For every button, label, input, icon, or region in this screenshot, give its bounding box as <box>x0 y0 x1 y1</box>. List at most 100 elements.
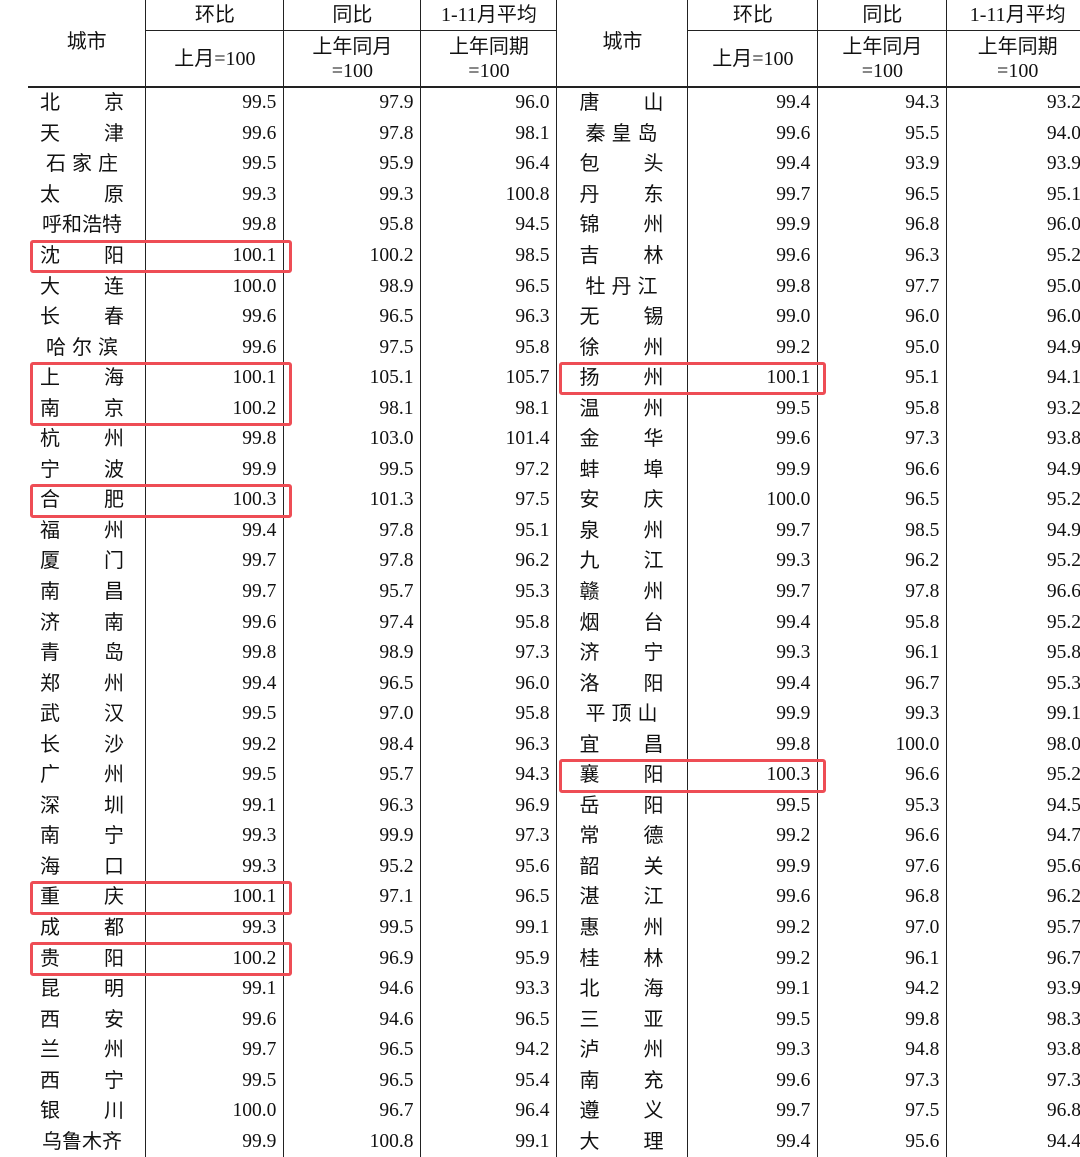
mom-value: 100.1 <box>145 240 284 272</box>
avg-value: 96.0 <box>946 301 1080 333</box>
avg-value: 96.5 <box>420 1004 557 1035</box>
avg-value: 95.6 <box>946 851 1080 883</box>
table-row: 武汉 99.5 97.0 95.8 平顶山 99.9 99.3 99.1 <box>28 698 1080 730</box>
yoy-value: 97.8 <box>283 515 421 547</box>
city-cell: 西安 <box>28 1004 146 1035</box>
mom-value: 99.3 <box>145 912 284 944</box>
mom-value: 99.5 <box>145 760 284 791</box>
city-name: 吉林 <box>579 245 664 267</box>
table-row: 海口 99.3 95.2 95.6 韶关 99.9 97.6 95.6 <box>28 851 1080 883</box>
yoy-value: 100.0 <box>817 729 947 761</box>
mom-value: 99.6 <box>687 882 818 913</box>
city-cell: 济宁 <box>556 637 688 669</box>
mom-value: 99.6 <box>687 240 818 272</box>
mom-value: 99.5 <box>145 698 284 730</box>
mom-value: 100.1 <box>145 882 284 913</box>
table-row: 呼和浩特 99.8 95.8 94.5 锦州 99.9 96.8 96.0 <box>28 210 1080 241</box>
mom-value: 100.0 <box>687 485 818 516</box>
avg-value: 93.3 <box>420 973 557 1005</box>
avg-value: 93.8 <box>946 424 1080 455</box>
city-cell: 丹东 <box>556 179 688 211</box>
yoy-value: 97.5 <box>283 332 421 363</box>
avg-value: 98.1 <box>420 118 557 150</box>
table-row: 大连 100.0 98.9 96.5 牡丹江 99.8 97.7 95.0 <box>28 271 1080 302</box>
city-name: 温州 <box>579 397 664 420</box>
yoy-value: 97.0 <box>817 912 947 944</box>
avg-value: 95.8 <box>420 698 557 730</box>
city-name: 济宁 <box>579 642 664 665</box>
avg-value: 96.3 <box>420 729 557 761</box>
city-cell: 安庆 <box>556 485 688 516</box>
table-row: 南昌 99.7 95.7 95.3 赣州 99.7 97.8 96.6 <box>28 576 1080 608</box>
avg-value: 95.3 <box>420 576 557 608</box>
avg-value: 98.5 <box>420 240 557 272</box>
city-cell: 宜昌 <box>556 729 688 761</box>
city-name: 惠州 <box>579 917 664 940</box>
table-row: 杭州 99.8 103.0 101.4 金华 99.6 97.3 93.8 <box>28 424 1080 455</box>
table-row: 西宁 99.5 96.5 95.4 南充 99.6 97.3 97.3 <box>28 1065 1080 1097</box>
yoy-value: 95.5 <box>817 118 947 150</box>
city-cell: 徐州 <box>556 332 688 363</box>
table-row: 哈尔滨 99.6 97.5 95.8 徐州 99.2 95.0 94.9 <box>28 332 1080 363</box>
city-cell: 扬州 <box>556 362 688 394</box>
yoy-value: 94.8 <box>817 1034 947 1066</box>
table-row: 重庆 100.1 97.1 96.5 湛江 99.6 96.8 96.2 <box>28 882 1080 913</box>
mom-value: 99.4 <box>687 87 818 119</box>
yoy-value: 95.7 <box>283 576 421 608</box>
avg-value: 96.2 <box>420 546 557 577</box>
yoy-value: 98.5 <box>817 515 947 547</box>
yoy-value: 97.0 <box>283 698 421 730</box>
yoy-value: 96.6 <box>817 821 947 852</box>
avg-value: 93.8 <box>946 1034 1080 1066</box>
yoy-value: 97.3 <box>817 1065 947 1097</box>
table-row: 银川 100.0 96.7 96.4 遵义 99.7 97.5 96.8 <box>28 1096 1080 1127</box>
yoy-value: 94.6 <box>283 1004 421 1035</box>
avg-value: 95.2 <box>946 546 1080 577</box>
city-cell: 洛阳 <box>556 668 688 699</box>
city-cell: 吉林 <box>556 240 688 272</box>
avg-value: 95.7 <box>946 912 1080 944</box>
mom-value: 99.3 <box>687 546 818 577</box>
city-name: 太原 <box>40 183 124 206</box>
header-mom-sub: 上月=100 <box>145 30 284 88</box>
header-yoy-sub2: =100 <box>331 59 374 82</box>
city-name: 宁波 <box>40 458 124 481</box>
avg-value: 101.4 <box>420 424 557 455</box>
header-yoy-sub-2: 上年同月 =100 <box>817 30 947 88</box>
city-cell: 平顶山 <box>556 698 688 730</box>
mom-value: 99.9 <box>687 454 818 486</box>
table-row: 兰州 99.7 96.5 94.2 泸州 99.3 94.8 93.8 <box>28 1034 1080 1066</box>
avg-value: 96.0 <box>420 668 557 699</box>
yoy-value: 97.6 <box>817 851 947 883</box>
city-name: 南充 <box>579 1069 664 1092</box>
city-name: 西宁 <box>40 1069 124 1092</box>
table-row: 厦门 99.7 97.8 96.2 九江 99.3 96.2 95.2 <box>28 546 1080 577</box>
city-name: 安庆 <box>579 489 664 512</box>
city-name: 银川 <box>40 1100 124 1123</box>
avg-value: 95.2 <box>946 607 1080 638</box>
mom-value: 99.3 <box>145 179 284 211</box>
city-cell: 长春 <box>28 302 146 333</box>
table-row: 沈阳 100.1 100.2 98.5 吉林 99.6 96.3 95.2 <box>28 240 1080 272</box>
mom-value: 99.4 <box>687 668 818 699</box>
city-name: 石家庄 <box>46 153 124 176</box>
yoy-value: 95.9 <box>283 149 421 180</box>
house-price-index-table: 城市 环比 同比 1-11月平均 城市 环比 同比 1-11月平均 上月=100… <box>28 0 1080 1157</box>
table-row: 深圳 99.1 96.3 96.9 岳阳 99.5 95.3 94.5 <box>28 790 1080 822</box>
mom-value: 99.6 <box>145 118 284 150</box>
table-row: 贵阳 100.2 96.9 95.9 桂林 99.2 96.1 96.7 <box>28 943 1080 974</box>
city-name: 徐州 <box>579 336 664 359</box>
table-row: 广州 99.5 95.7 94.3 襄阳 100.3 96.6 95.2 <box>28 760 1080 791</box>
mom-value: 99.5 <box>687 1004 818 1035</box>
avg-value: 97.3 <box>946 1065 1080 1097</box>
city-cell: 锦州 <box>556 210 688 241</box>
mom-value: 99.2 <box>145 729 284 761</box>
avg-value: 93.2 <box>946 87 1080 119</box>
city-name: 福州 <box>40 519 124 542</box>
yoy-value: 98.9 <box>283 637 421 669</box>
mom-value: 99.6 <box>687 424 818 455</box>
city-cell: 天津 <box>28 119 146 150</box>
city-name: 青岛 <box>40 642 124 665</box>
city-name: 襄阳 <box>579 764 664 787</box>
avg-value: 96.6 <box>946 576 1080 608</box>
